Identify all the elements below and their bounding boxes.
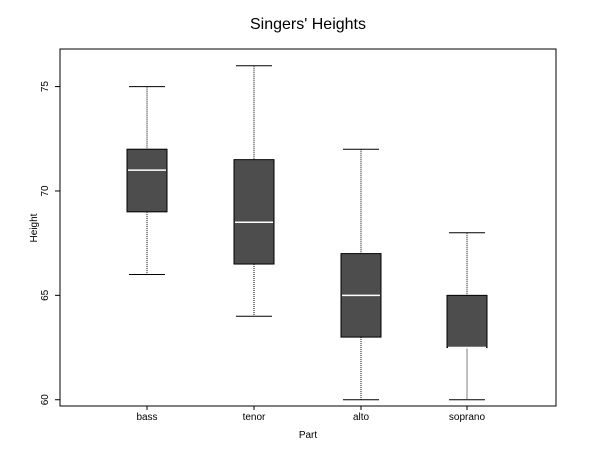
plot-frame	[59, 48, 557, 407]
y-tick-label: 65	[40, 289, 51, 301]
box-soprano	[446, 232, 488, 401]
box-tenor	[233, 65, 275, 317]
y-axis: 60 65 70 75	[40, 81, 60, 406]
x-axis-title: Part	[299, 430, 318, 441]
x-tick-label: tenor	[243, 412, 266, 423]
y-tick-label: 60	[40, 394, 51, 406]
y-axis-title: Height	[29, 213, 40, 242]
x-tick-label: bass	[136, 412, 157, 423]
box-series	[126, 65, 488, 401]
box-bass	[126, 86, 168, 275]
chart-title: Singers' Heights	[250, 16, 366, 33]
y-tick-label: 75	[40, 81, 51, 93]
x-tick-label: alto	[353, 412, 370, 423]
x-tick-label: soprano	[449, 412, 486, 423]
iqr-box	[233, 159, 275, 265]
iqr-box	[446, 294, 488, 349]
box-alto	[340, 148, 382, 401]
y-tick-label: 70	[40, 185, 51, 197]
iqr-box	[126, 148, 168, 213]
x-axis: bass tenor alto soprano	[136, 406, 486, 423]
